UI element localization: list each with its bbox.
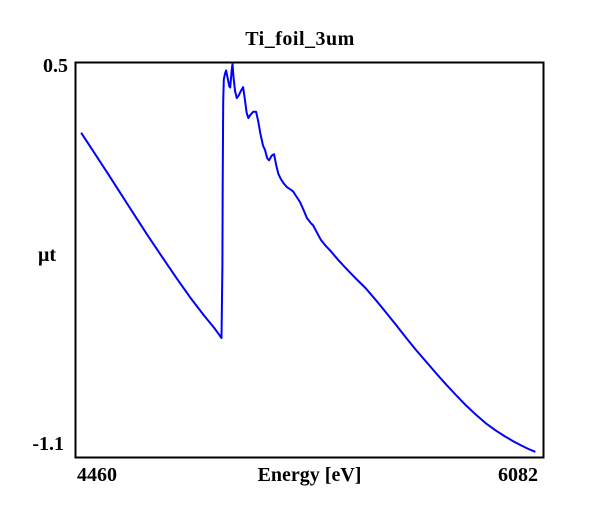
plot-border	[74, 61, 545, 459]
y-axis-label: μt	[38, 244, 56, 266]
x-tick-max: 6082	[498, 464, 538, 486]
y-tick-max: 0.5	[43, 55, 68, 77]
spectrum-line	[80, 62, 536, 453]
plot-title: Ti_foil_3um	[245, 28, 355, 50]
x-tick-min: 4460	[77, 464, 117, 486]
x-axis-label: Energy [eV]	[257, 464, 362, 486]
y-tick-min: -1.1	[32, 433, 64, 455]
